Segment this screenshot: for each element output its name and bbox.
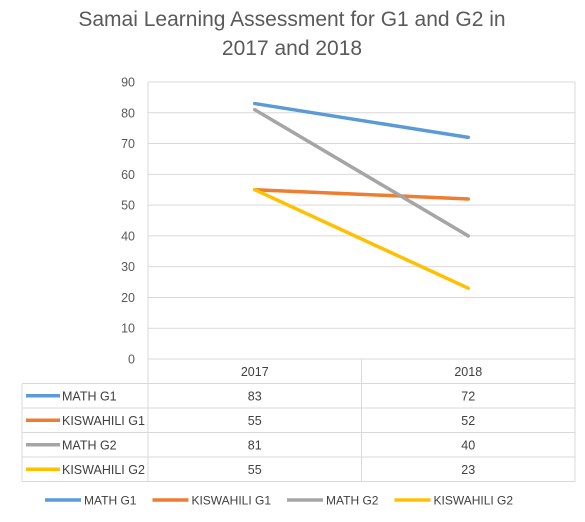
- chart-title-line-2: 2017 and 2018: [222, 37, 362, 60]
- series-line: [253, 107, 470, 238]
- table-series-name: KISWAHILI G1: [62, 414, 145, 428]
- table-value: 55: [248, 463, 262, 477]
- table-value: 23: [461, 463, 475, 477]
- y-tick-label: 0: [128, 353, 135, 367]
- data-table: 2017 2018 MATH G1 83 72 KISWAHILI G1 55 52 MATH …: [21, 82, 576, 482]
- table-series-name: MATH G1: [62, 389, 117, 403]
- table-value: 83: [248, 389, 262, 403]
- series-line: [253, 187, 470, 201]
- table-series-name: MATH G2: [62, 438, 117, 452]
- legend-label: KISWAHILI G1: [191, 494, 271, 508]
- table-value: 52: [461, 414, 475, 428]
- category-label: 2017: [241, 365, 269, 379]
- y-tick-label: 60: [121, 168, 135, 182]
- y-tick-label: 10: [121, 322, 135, 336]
- y-tick-label: 40: [121, 229, 135, 243]
- series-line: [253, 101, 470, 140]
- table-value: 72: [461, 389, 475, 403]
- series-line: [253, 187, 470, 290]
- y-tick-label: 90: [121, 76, 135, 90]
- category-label: 2018: [454, 365, 482, 379]
- series-lines: [253, 101, 470, 290]
- y-tick-label: 50: [121, 199, 135, 213]
- y-tick-label: 20: [121, 291, 135, 305]
- table-value: 81: [248, 438, 262, 452]
- table-series-name: KISWAHILI G2: [62, 463, 145, 477]
- y-tick-label: 80: [121, 106, 135, 120]
- y-tick-label: 30: [121, 260, 135, 274]
- y-tick-label: 70: [121, 137, 135, 151]
- table-value: 40: [461, 438, 475, 452]
- legend-label: MATH G1: [84, 494, 137, 508]
- table-value: 55: [248, 414, 262, 428]
- legend-label: MATH G2: [326, 494, 379, 508]
- gridlines: [148, 81, 575, 360]
- legend-label: KISWAHILI G2: [433, 494, 513, 508]
- legend: MATH G1 KISWAHILI G1 MATH G2 KISWAHILI G2: [45, 494, 513, 508]
- y-axis-tick-labels: 0 10 20 30 40 50 60 70 80 90: [121, 76, 135, 367]
- chart-title-line-1: Samai Learning Assessment for G1 and G2 …: [78, 8, 505, 31]
